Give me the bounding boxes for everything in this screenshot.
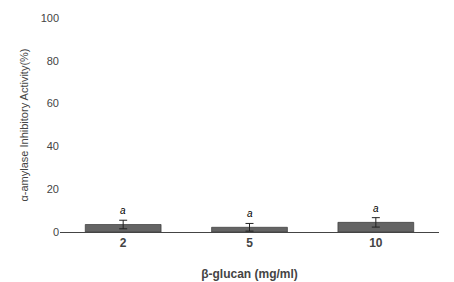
svg-text:20: 20 — [47, 183, 59, 195]
svg-text:a: a — [120, 205, 126, 216]
svg-text:α-amylase Inhibitory Activity(: α-amylase Inhibitory Activity(%) — [18, 48, 30, 201]
svg-text:β-glucan (mg/ml): β-glucan (mg/ml) — [201, 267, 298, 281]
svg-text:a: a — [247, 208, 253, 219]
svg-text:80: 80 — [47, 55, 59, 67]
svg-text:a: a — [373, 203, 379, 214]
svg-text:5: 5 — [246, 236, 253, 250]
svg-text:40: 40 — [47, 140, 59, 152]
svg-text:10: 10 — [369, 236, 383, 250]
svg-text:2: 2 — [120, 236, 127, 250]
svg-text:0: 0 — [53, 226, 59, 238]
svg-text:100: 100 — [41, 12, 59, 24]
svg-text:60: 60 — [47, 97, 59, 109]
